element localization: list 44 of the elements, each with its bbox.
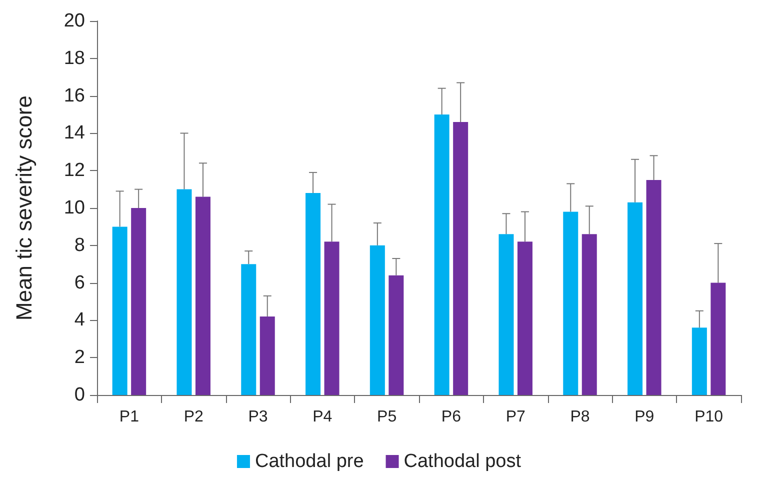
bar	[112, 226, 128, 395]
bar	[388, 275, 404, 395]
bar	[646, 180, 662, 395]
x-tick-label: P10	[694, 408, 724, 426]
bar	[563, 212, 578, 395]
bar	[306, 193, 321, 395]
legend-label: Cathodal post	[404, 451, 522, 472]
x-tick-label: P9	[634, 408, 654, 426]
bar	[241, 264, 256, 395]
bar	[710, 282, 726, 395]
y-tick-label: 2	[74, 347, 85, 368]
x-tick-label: P6	[441, 408, 462, 426]
y-axis-title: Mean tic severity score	[12, 96, 36, 320]
bar	[195, 196, 210, 395]
y-tick-label: 16	[64, 85, 85, 106]
x-tick-label: P8	[570, 408, 590, 426]
y-tick-label: 4	[74, 310, 86, 331]
y-tick-label: 10	[64, 198, 85, 218]
bar	[453, 122, 468, 395]
y-tick-label: 18	[64, 48, 85, 69]
bar	[260, 316, 275, 395]
x-tick-label: P5	[377, 408, 397, 426]
y-tick-label: 20	[64, 10, 85, 32]
bar	[370, 245, 385, 395]
bar	[434, 114, 450, 395]
x-tick-label: P2	[184, 408, 204, 426]
bar	[582, 234, 597, 395]
y-tick-label: 8	[74, 234, 85, 256]
x-tick-label: P4	[312, 408, 332, 426]
bar	[131, 208, 146, 395]
bar	[517, 242, 532, 395]
x-tick-label: P7	[506, 408, 526, 426]
y-tick-label: 12	[64, 160, 85, 182]
y-tick-label: 14	[64, 122, 86, 144]
bar	[176, 189, 192, 395]
y-tick-label: 0	[74, 384, 85, 406]
x-tick-label: P3	[248, 408, 268, 426]
bar	[498, 234, 514, 395]
legend-label: Cathodal pre	[254, 451, 364, 472]
bar	[324, 242, 340, 395]
bar	[692, 328, 707, 395]
x-tick-label: P1	[119, 408, 140, 426]
y-tick-label: 6	[74, 272, 85, 294]
bar	[628, 202, 643, 395]
